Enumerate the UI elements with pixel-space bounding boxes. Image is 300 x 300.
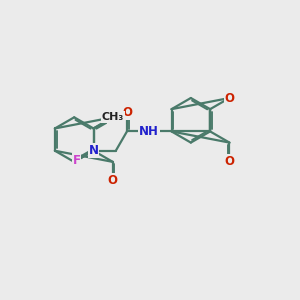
Text: F: F	[73, 154, 80, 167]
Text: O: O	[224, 92, 234, 104]
Text: O: O	[224, 155, 234, 168]
Text: O: O	[108, 174, 118, 187]
Text: CH₃: CH₃	[102, 112, 124, 122]
Text: NH: NH	[139, 125, 159, 138]
Text: N: N	[88, 144, 98, 157]
Text: N: N	[108, 111, 118, 124]
Text: O: O	[122, 106, 132, 119]
